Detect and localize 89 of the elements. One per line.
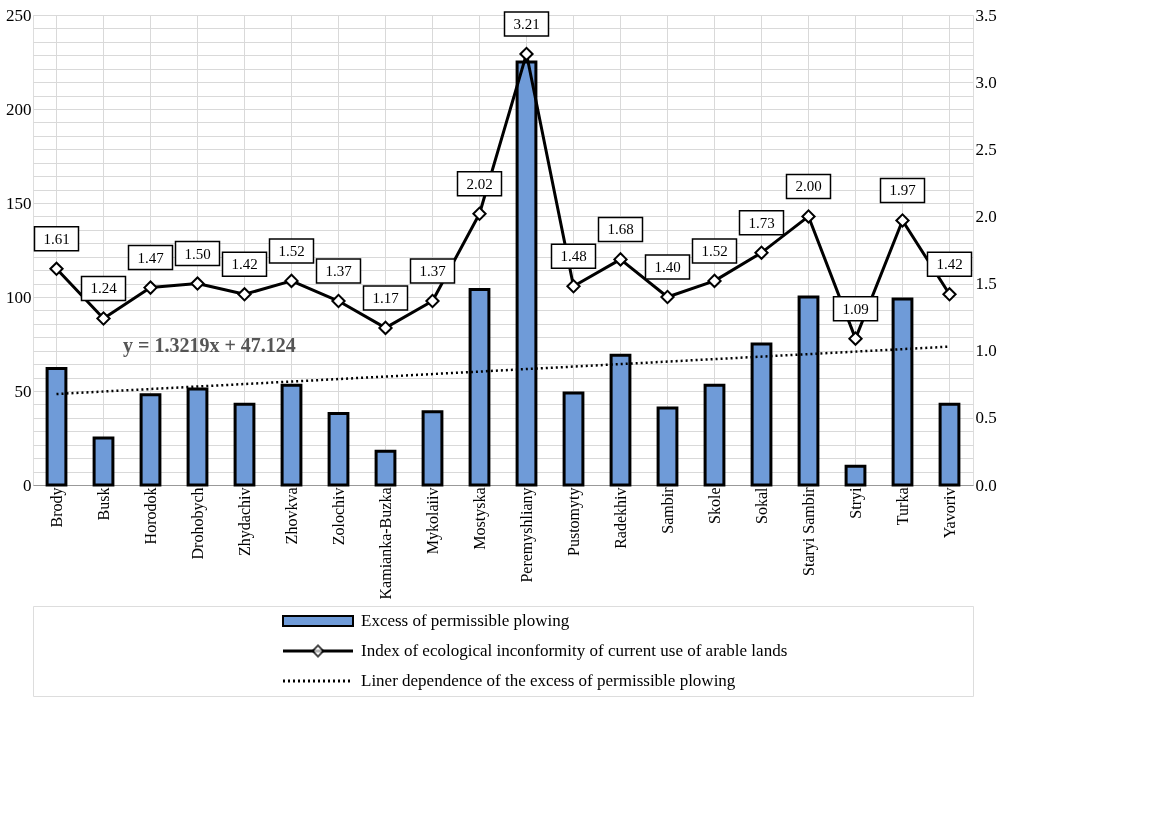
y2-tick-label: 1.0 bbox=[975, 341, 997, 361]
point bbox=[707, 273, 722, 289]
point bbox=[331, 293, 346, 309]
point bbox=[848, 331, 863, 346]
bar bbox=[139, 393, 162, 487]
y2-tick-label: 1.5 bbox=[975, 274, 997, 294]
y2-tick-label: 2.0 bbox=[975, 206, 997, 226]
bar bbox=[327, 412, 350, 487]
legend-label: Liner dependence of the excess of permissible plowing bbox=[361, 671, 736, 690]
y-tick-label: 150 bbox=[6, 193, 32, 213]
x-tick-label: Turka bbox=[893, 487, 911, 526]
point bbox=[96, 311, 111, 326]
point bbox=[472, 206, 487, 221]
x-tick-label: Radekhiv bbox=[611, 487, 629, 549]
y-tick-label: 200 bbox=[6, 99, 32, 119]
x-tick-label: Staryi Sambir bbox=[799, 486, 818, 576]
point bbox=[284, 273, 299, 289]
data-label: 3.21 bbox=[513, 15, 540, 32]
annotation: y = 1.3219x + 47.124 bbox=[123, 334, 296, 357]
y-tick-label: 100 bbox=[6, 287, 32, 307]
x-tick-label: Mostyska bbox=[470, 487, 489, 550]
data-label: 1.17 bbox=[372, 289, 400, 306]
data-label: 1.52 bbox=[701, 242, 728, 259]
data-label: 1.97 bbox=[889, 182, 917, 199]
bar bbox=[233, 402, 256, 487]
x-tick-label: Peremyshliany bbox=[517, 487, 536, 583]
point bbox=[613, 252, 628, 267]
point bbox=[425, 293, 440, 309]
data-label: 1.37 bbox=[419, 263, 447, 280]
point bbox=[754, 245, 769, 260]
x-tick-label: Zolochiv bbox=[329, 487, 347, 546]
data-label: 2.00 bbox=[795, 178, 822, 195]
data-label: 1.50 bbox=[184, 245, 211, 262]
y2-tick-label: 3.5 bbox=[975, 5, 997, 25]
x-tick-label: Sambir bbox=[658, 486, 676, 534]
y2-tick-label: 0.5 bbox=[975, 408, 997, 428]
x-tick-label: Zhydachiv bbox=[235, 487, 254, 556]
x-tick-label: Sokal bbox=[752, 486, 770, 524]
bar bbox=[938, 402, 961, 487]
x-tick-label: Horodok bbox=[141, 487, 159, 545]
y-tick-label: 50 bbox=[14, 381, 32, 401]
x-tick-label: Stryi bbox=[846, 486, 865, 519]
data-label: 2.02 bbox=[466, 175, 493, 192]
x-tick-label: Mykolaiiv bbox=[423, 487, 442, 555]
point bbox=[895, 213, 910, 228]
data-label: 1.24 bbox=[90, 280, 118, 297]
bar bbox=[656, 406, 679, 487]
x-tick-label: Zhovkva bbox=[282, 487, 300, 545]
bar bbox=[844, 464, 867, 487]
bar bbox=[92, 436, 115, 487]
x-tick-label: Kamianka-Buzka bbox=[376, 487, 394, 600]
data-label: 1.09 bbox=[842, 300, 869, 317]
point bbox=[378, 320, 393, 336]
data-label: 1.42 bbox=[936, 256, 963, 273]
data-label: 1.52 bbox=[278, 242, 305, 259]
x-tick-label: Busk bbox=[94, 487, 112, 521]
x-tick-label: Drohobych bbox=[188, 487, 207, 560]
point bbox=[660, 289, 675, 305]
point bbox=[566, 279, 581, 294]
data-label: 1.48 bbox=[560, 248, 587, 265]
x-tick-label: Yavoriv bbox=[940, 487, 958, 539]
data-label: 1.37 bbox=[325, 263, 353, 280]
bar bbox=[562, 391, 585, 487]
data-label: 1.61 bbox=[43, 230, 70, 247]
y-tick-label: 0 bbox=[23, 475, 32, 495]
data-label: 1.73 bbox=[748, 214, 775, 231]
y2-tick-label: 3.0 bbox=[975, 72, 997, 92]
data-label: 1.68 bbox=[607, 221, 634, 238]
point bbox=[942, 287, 957, 302]
legend-label: Excess of permissible plowing bbox=[361, 611, 570, 630]
data-label: 1.47 bbox=[137, 249, 165, 266]
data-label: 1.40 bbox=[654, 259, 681, 275]
x-tick-label: Brody bbox=[47, 487, 66, 528]
point bbox=[237, 287, 252, 302]
y2-tick-label: 2.5 bbox=[975, 139, 997, 159]
legend-label: Index of ecological inconformity of current use of arable lands bbox=[361, 641, 788, 660]
bar bbox=[421, 410, 444, 487]
bar bbox=[374, 449, 397, 487]
point bbox=[801, 209, 816, 224]
point bbox=[143, 280, 158, 295]
point bbox=[519, 46, 534, 62]
bar bbox=[703, 383, 726, 487]
point bbox=[190, 276, 205, 291]
data-label: 1.42 bbox=[231, 256, 258, 273]
y-tick-label: 250 bbox=[6, 5, 32, 25]
point bbox=[49, 261, 64, 276]
y2-tick-label: 0.0 bbox=[975, 475, 997, 495]
x-tick-label: Skole bbox=[705, 487, 723, 524]
x-tick-label: Pustomyty bbox=[564, 487, 583, 556]
